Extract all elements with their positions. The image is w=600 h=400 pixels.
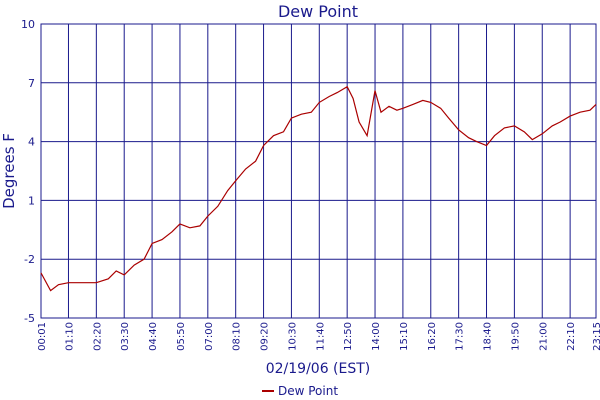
y-tick-label: 1 (28, 194, 35, 207)
x-tick-label: 22:10 (566, 322, 577, 351)
x-tick-label: 21:00 (538, 322, 549, 351)
series-line-dew-point (40, 85, 597, 292)
chart-title: Dew Point (278, 2, 358, 21)
chart-grid (40, 23, 597, 319)
x-tick-label: 08:10 (232, 322, 243, 351)
x-axis-label: 02/19/06 (EST) (266, 361, 371, 377)
x-tick-label: 09:20 (260, 322, 271, 351)
x-tick-label: 18:40 (483, 322, 494, 351)
x-tick-label: 04:40 (148, 322, 159, 351)
x-tick-label: 02:20 (92, 322, 103, 351)
x-tick-label: 23:15 (592, 322, 600, 351)
y-tick-label: 7 (28, 77, 35, 90)
x-tick-label: 19:50 (510, 322, 521, 351)
x-tick-label: 01:10 (64, 322, 75, 351)
x-tick-label: 17:30 (455, 322, 466, 351)
x-tick-label: 15:10 (399, 322, 410, 351)
x-tick-label: 00:01 (37, 322, 48, 351)
x-tick-label: 07:00 (204, 322, 215, 351)
x-tick-label: 16:20 (427, 322, 438, 351)
y-tick-label: 4 (28, 136, 35, 149)
y-axis-label: Degrees F (0, 133, 18, 209)
y-tick-label: -5 (24, 312, 35, 325)
legend-label: Dew Point (278, 384, 338, 398)
x-tick-label: 10:30 (287, 322, 298, 351)
legend: Dew Point (262, 384, 338, 398)
y-tick-label: 10 (21, 18, 35, 31)
x-tick-label: 14:00 (371, 322, 382, 351)
x-tick-label: 12:50 (343, 322, 354, 351)
y-tick-label: -2 (24, 253, 35, 266)
x-tick-label: 03:30 (120, 322, 131, 351)
x-tick-label: 11:40 (315, 322, 326, 351)
x-tick-label: 05:50 (176, 322, 187, 351)
y-axis-ticks: 10 7 4 1 -2 -5 (21, 18, 35, 325)
x-axis-ticks: 00:01 01:10 02:20 03:30 04:40 05:50 07:00 08:10… (37, 322, 600, 351)
